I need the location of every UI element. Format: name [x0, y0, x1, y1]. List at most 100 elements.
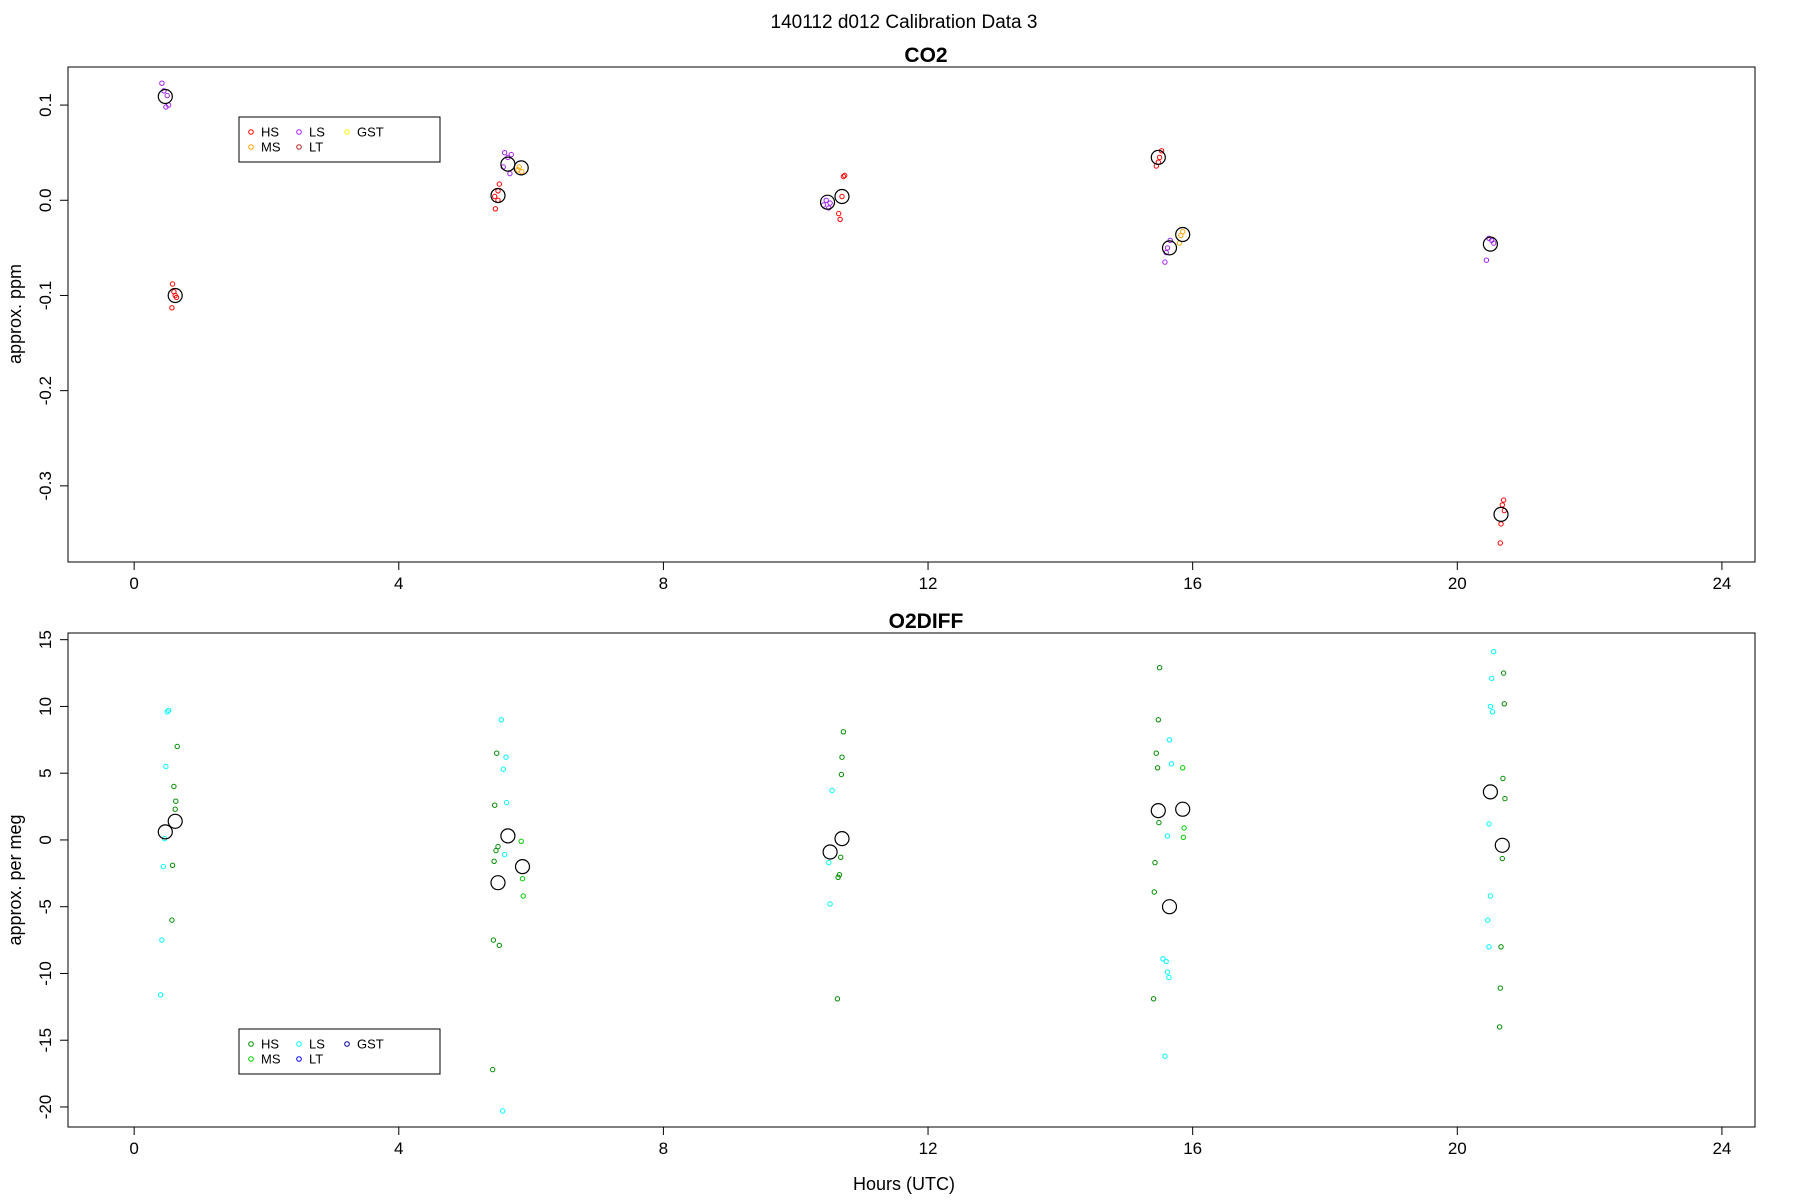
- data-point: [159, 80, 165, 86]
- data-point: [1483, 257, 1490, 263]
- data-point: [518, 838, 524, 844]
- data-point: [171, 783, 177, 790]
- mean-point: [1493, 506, 1509, 523]
- data-point: [169, 281, 176, 287]
- y-axis-label-co2: approx. ppm: [5, 264, 25, 364]
- legend-marker-hs: [248, 1041, 254, 1047]
- data-point: [1163, 958, 1169, 965]
- data-point: [1166, 737, 1173, 743]
- data-point: [1181, 825, 1187, 831]
- data-point: [157, 992, 164, 998]
- mean-point: [514, 858, 531, 875]
- data-point: [490, 937, 497, 943]
- data-point: [500, 1108, 506, 1114]
- y-tick-label: 15: [36, 630, 55, 649]
- data-point: [173, 798, 179, 804]
- data-point: [164, 709, 170, 715]
- x-tick-label: 24: [1712, 574, 1731, 593]
- legend-label-ms: MS: [261, 140, 281, 155]
- data-point: [1164, 245, 1171, 251]
- data-point: [1501, 701, 1508, 707]
- data-point: [1487, 893, 1494, 899]
- y-tick-label: 0.0: [36, 188, 55, 212]
- data-point: [840, 173, 847, 180]
- data-point: [829, 787, 835, 794]
- data-point: [491, 858, 497, 864]
- x-tick-label: 4: [394, 574, 403, 593]
- legend-marker-ms: [248, 1056, 254, 1062]
- x-tick-label: 24: [1712, 1139, 1731, 1158]
- data-point: [1498, 944, 1504, 950]
- mean-point: [819, 194, 836, 210]
- series-o2diff-mean: [157, 784, 1510, 915]
- legend-marker-hs: [248, 129, 254, 135]
- data-point: [1498, 521, 1504, 527]
- data-point: [1162, 1053, 1168, 1059]
- mean-point: [1150, 802, 1166, 819]
- data-point: [1155, 717, 1162, 723]
- x-tick-label: 8: [659, 574, 668, 593]
- data-point: [173, 294, 180, 301]
- y-tick-label: -0.2: [36, 376, 55, 405]
- mean-point: [167, 813, 183, 829]
- data-point: [519, 876, 526, 882]
- data-point: [840, 729, 847, 735]
- data-point: [1500, 775, 1506, 782]
- data-point: [1156, 154, 1163, 161]
- x-axis-label: Hours (UTC): [853, 1174, 955, 1194]
- data-point: [1180, 834, 1187, 840]
- data-point: [501, 150, 508, 156]
- data-point: [839, 754, 845, 760]
- data-point: [827, 200, 833, 206]
- mean-point: [834, 188, 850, 205]
- data-point: [169, 862, 176, 868]
- x-tick-label: 12: [919, 574, 938, 593]
- series-co2-mean: [157, 88, 1509, 523]
- mean-point: [1175, 801, 1191, 817]
- x-tick-label: 20: [1448, 574, 1467, 593]
- plot-frame-o2diff: [67, 632, 1756, 1128]
- mean-point: [1175, 226, 1191, 243]
- data-point: [1485, 917, 1491, 923]
- y-tick-label: 5: [36, 768, 55, 777]
- mean-point: [500, 828, 516, 844]
- y-tick-label: -20: [36, 1095, 55, 1120]
- data-point: [839, 193, 845, 200]
- y-tick-label: -0.3: [36, 471, 55, 500]
- x-tick-label: 16: [1183, 574, 1202, 593]
- legend-label-ls: LS: [309, 1037, 325, 1052]
- data-point: [1164, 833, 1171, 839]
- data-point: [496, 181, 502, 187]
- data-point: [163, 763, 169, 770]
- legend-marker-lt: [296, 144, 302, 150]
- data-point: [823, 197, 829, 204]
- data-point: [835, 874, 841, 880]
- data-point: [838, 854, 844, 860]
- x-tick-label: 8: [659, 1139, 668, 1158]
- data-point: [827, 901, 833, 907]
- data-point: [1166, 974, 1172, 981]
- legend-marker-ms: [248, 144, 254, 150]
- mean-point: [490, 187, 506, 204]
- plot-frame-co2: [67, 66, 1756, 563]
- data-point: [503, 754, 509, 760]
- mean-point: [1482, 236, 1499, 252]
- chart-suptitle: 140112 d012 Calibration Data 3: [771, 12, 1038, 33]
- panel-co2: CO2 approx. ppm 0 4 8 12 16 20 24 0.1 0.0 -0.1 -0.…: [5, 44, 1756, 593]
- x-tick-label: 20: [1448, 1139, 1467, 1158]
- x-tick-label: 0: [129, 1139, 138, 1158]
- data-point: [494, 750, 500, 756]
- data-point: [838, 771, 845, 778]
- series-co2-ms: [515, 164, 1186, 246]
- x-tick-label: 0: [129, 574, 138, 593]
- data-point: [501, 851, 508, 858]
- data-point: [1156, 665, 1163, 671]
- series-co2-ls: [159, 80, 1497, 265]
- data-point: [496, 942, 502, 949]
- mean-point: [1494, 837, 1510, 853]
- data-point: [1486, 944, 1492, 950]
- data-point: [1151, 889, 1158, 895]
- data-point: [503, 799, 510, 806]
